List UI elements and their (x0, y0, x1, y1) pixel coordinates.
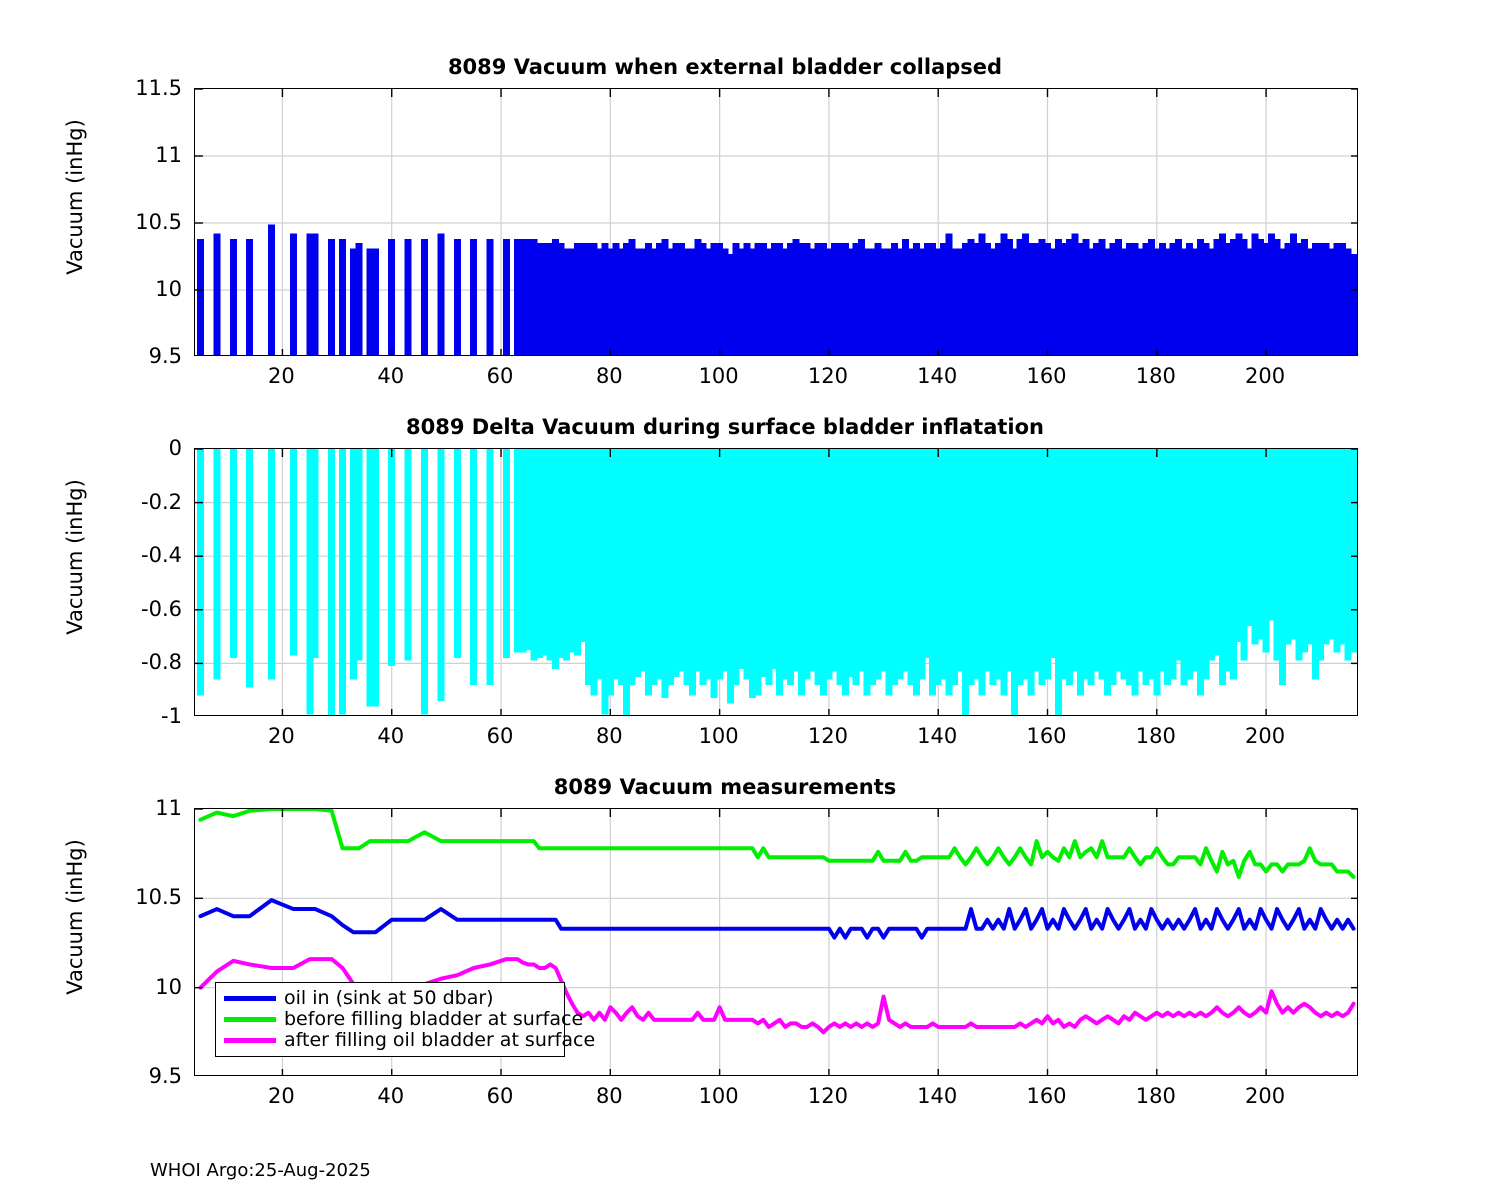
xtick-label: 60 (486, 724, 514, 748)
panel-top-svg (195, 89, 1357, 355)
ytick-label: -1 (161, 704, 182, 728)
ytick-label: 10 (155, 974, 182, 999)
xtick-label: 80 (595, 724, 623, 748)
ytick-label: 10.5 (135, 210, 182, 234)
xtick-label: 100 (698, 364, 739, 388)
ytick-label: 0 (168, 436, 182, 460)
xtick-label: 20 (268, 1084, 295, 1108)
xtick-label: 140 (917, 724, 958, 748)
ytick-label: -0.4 (141, 543, 182, 568)
panel-top-title: 8089 Vacuum when external bladder collap… (447, 55, 1003, 79)
footer-credit: WHOI Argo:25-Aug-2025 (150, 1160, 371, 1181)
xtick-label: 120 (807, 364, 848, 388)
xtick-label: 100 (698, 724, 739, 748)
xtick-label: 180 (1135, 364, 1176, 388)
xtick-label: 200 (1245, 364, 1286, 388)
panel-middle-plot-area (194, 448, 1358, 716)
xtick-label: 80 (595, 1084, 623, 1108)
ytick-label: 11 (155, 796, 182, 820)
legend-label-oil-in: oil in (sink at 50 dbar) (284, 987, 494, 1009)
xtick-label: 160 (1026, 1084, 1067, 1108)
xtick-label: 100 (698, 1084, 739, 1108)
ytick-label: 10 (155, 277, 182, 301)
xtick-label: 180 (1135, 724, 1176, 748)
ytick-label: 11 (155, 143, 182, 167)
xtick-label: 60 (486, 364, 514, 388)
xtick-label: 200 (1245, 724, 1286, 748)
legend-swatch-blue (224, 996, 276, 1001)
legend-label-after-filling: after filling oil bladder at surface (284, 1029, 596, 1051)
ytick-label: 10.5 (135, 885, 182, 910)
xtick-label: 180 (1135, 1084, 1176, 1108)
panel-bottom-title: 8089 Vacuum measurements (553, 775, 897, 799)
panel-middle: 8089 Delta Vacuum during surface bladder… (0, 415, 1500, 748)
ytick-label: 9.5 (148, 1064, 182, 1088)
panel-top-ylabel: Vacuum (inHg) (63, 119, 87, 275)
xtick-label: 140 (917, 364, 958, 388)
ytick-label: -0.2 (141, 489, 182, 514)
ytick-label: -0.8 (141, 650, 182, 675)
xtick-label: 20 (268, 364, 295, 388)
xtick-label: 60 (486, 1084, 514, 1108)
xtick-label: 20 (268, 724, 295, 748)
legend-item-before-filling: before filling bladder at surface (224, 1009, 583, 1030)
legend-swatch-magenta (224, 1038, 276, 1043)
panel-top: 8089 Vacuum when external bladder collap… (0, 55, 1500, 388)
xtick-label: 160 (1026, 364, 1067, 388)
panel-middle-svg (195, 449, 1357, 715)
xtick-label: 160 (1026, 724, 1067, 748)
xtick-label: 200 (1245, 1084, 1286, 1108)
ytick-label: 9.5 (148, 344, 182, 368)
xtick-label: 40 (377, 724, 405, 748)
panel-bottom: 8089 Vacuum measurements Vacuum (inHg) o… (0, 775, 1500, 1108)
xtick-label: 40 (377, 1084, 405, 1108)
legend-label-before-filling: before filling bladder at surface (284, 1008, 584, 1030)
legend: oil in (sink at 50 dbar) before filling … (215, 982, 595, 1057)
panel-middle-title: 8089 Delta Vacuum during surface bladder… (406, 415, 1044, 439)
legend-item-after-filling: after filling oil bladder at surface (224, 1030, 595, 1051)
ytick-label: 11.5 (135, 76, 182, 100)
legend-item-oil-in: oil in (sink at 50 dbar) (224, 988, 556, 1009)
legend-swatch-green (224, 1017, 276, 1022)
panel-bottom-svg (195, 809, 1357, 1075)
panel-top-plot-area (194, 88, 1358, 356)
xtick-label: 40 (377, 364, 405, 388)
xtick-label: 120 (807, 724, 848, 748)
ytick-label: -0.6 (141, 596, 182, 621)
xtick-label: 120 (807, 1084, 848, 1108)
xtick-label: 140 (917, 1084, 958, 1108)
xtick-label: 80 (595, 364, 623, 388)
